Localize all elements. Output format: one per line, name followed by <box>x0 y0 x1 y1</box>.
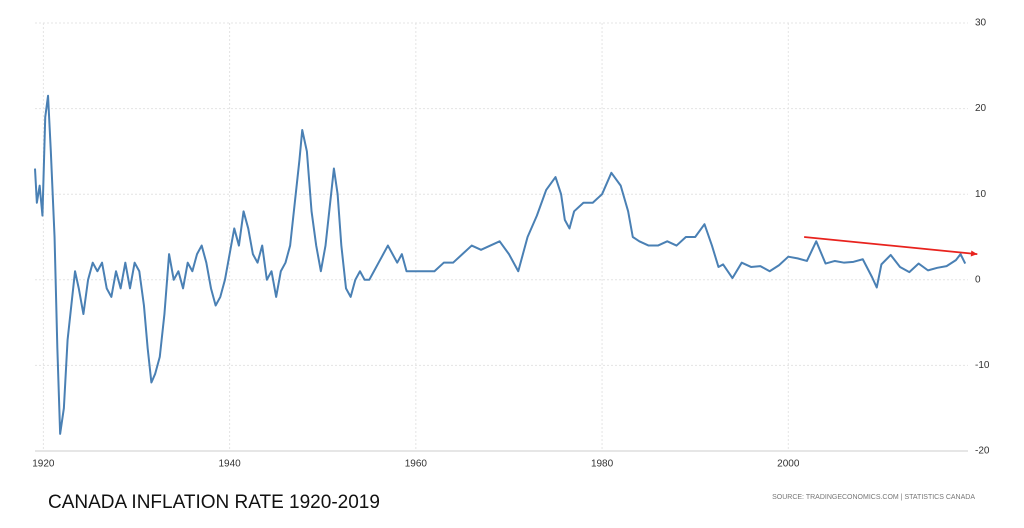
y-tick-label: 20 <box>975 103 987 114</box>
data-line <box>34 94 967 435</box>
y-tick-label: 30 <box>975 18 987 29</box>
x-tick-label: 1940 <box>218 459 241 470</box>
trend-line <box>804 236 978 256</box>
y-tick-label: 0 <box>975 274 981 285</box>
y-tick-label: 10 <box>975 189 987 200</box>
y-tick-label: -20 <box>975 446 990 457</box>
y-tick-label: -10 <box>975 360 990 371</box>
x-tick-label: 1960 <box>405 459 428 470</box>
x-tick-label: 1920 <box>32 459 55 470</box>
chart-title: CANADA INFLATION RATE 1920-2019 <box>48 492 380 513</box>
source-note: SOURCE: TRADINGECONOMICS.COM | STATISTIC… <box>772 494 975 501</box>
x-tick-label: 2000 <box>777 459 800 470</box>
trend-arrowhead <box>970 250 978 257</box>
x-tick-label: 1980 <box>591 459 614 470</box>
